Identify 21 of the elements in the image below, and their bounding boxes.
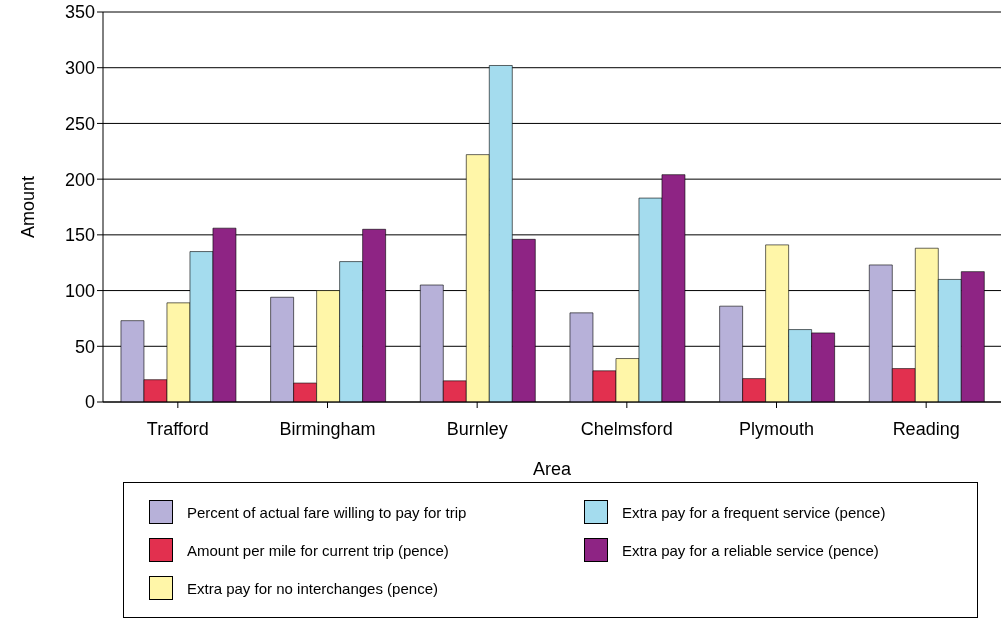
x-tick-label: Trafford: [146, 418, 209, 439]
x-tick-label: Birmingham: [279, 418, 376, 439]
y-tick-label: 250: [64, 113, 95, 134]
legend-label: Percent of actual fare willing to pay for trip: [187, 503, 467, 521]
legend-label: Extra pay for a reliable service (pence): [622, 541, 879, 559]
y-tick-label: 100: [64, 280, 95, 301]
y-tick-label: 350: [64, 2, 95, 23]
y-tick-label: 0: [84, 392, 95, 413]
x-axis-title: Area: [532, 459, 572, 479]
legend-label: Extra pay for a frequent service (pence): [622, 503, 886, 521]
y-axis-title: Amount: [18, 175, 39, 239]
x-tick-label: Burnley: [446, 418, 508, 439]
x-tick-label: Reading: [892, 418, 960, 439]
legend-label: Amount per mile for current trip (pence): [187, 541, 449, 559]
y-tick-label: 50: [74, 336, 95, 357]
legend-label: Extra pay for no interchanges (pence): [187, 579, 438, 597]
y-tick-label: 300: [64, 58, 95, 79]
y-tick-label: 150: [64, 225, 95, 246]
y-tick-label: 200: [64, 169, 95, 190]
x-tick-label: Plymouth: [738, 418, 815, 439]
x-tick-label: Chelmsford: [580, 418, 673, 439]
